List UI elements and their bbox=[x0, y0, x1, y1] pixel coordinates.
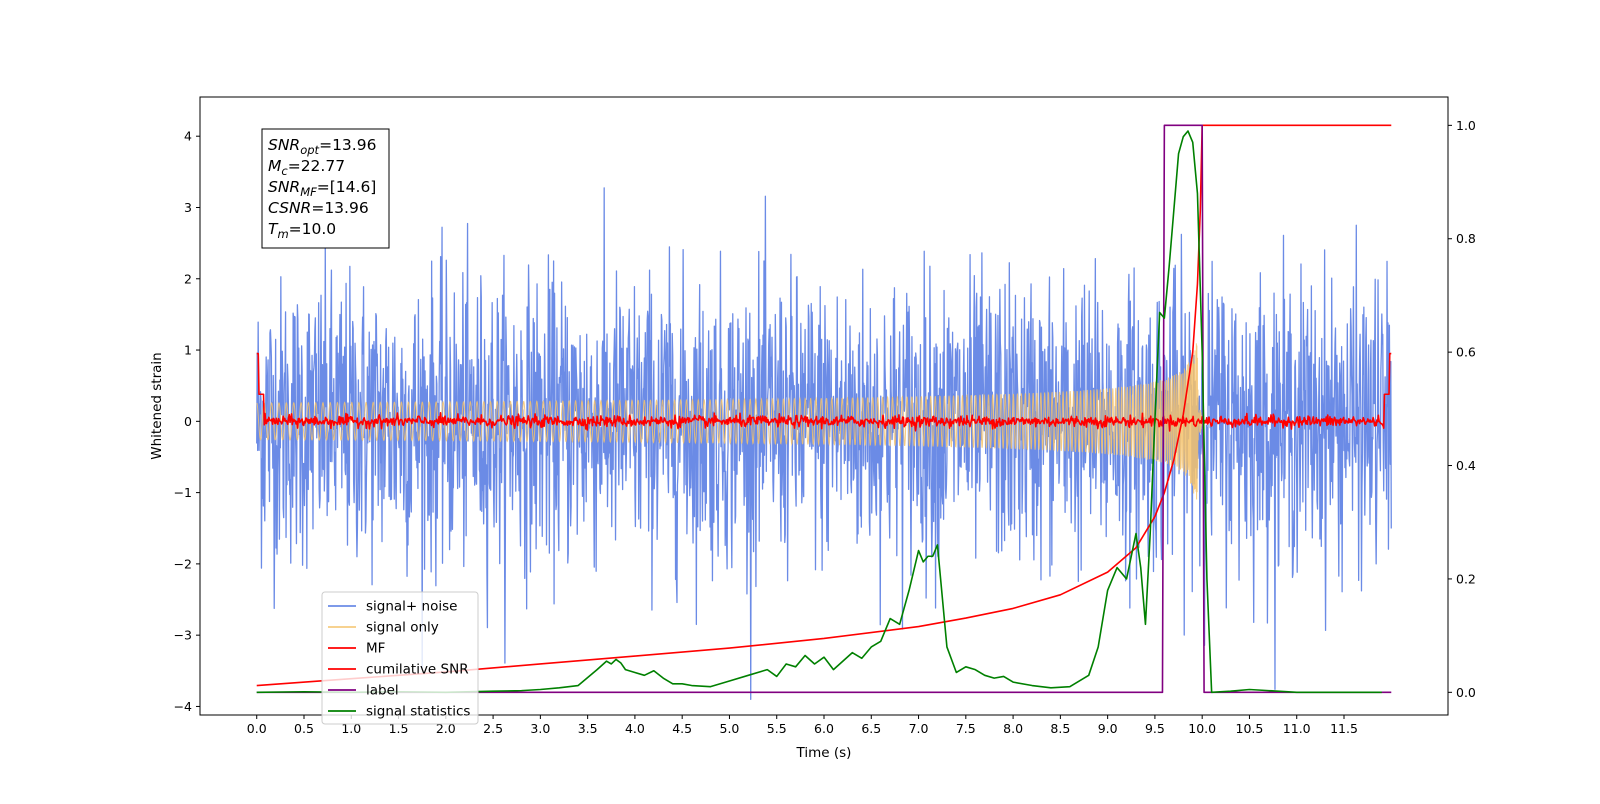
legend-label: MF bbox=[366, 641, 385, 657]
legend-item: signal only bbox=[328, 620, 439, 636]
x-tick-label: 8.0 bbox=[1003, 721, 1023, 736]
left-tick-label: 1 bbox=[184, 343, 192, 358]
x-tick-label: 6.5 bbox=[861, 721, 881, 736]
legend-label: signal+ noise bbox=[366, 599, 457, 615]
axes-layer: 0.0 0.5 1.0 1.5 2.0 2.5 3.0 3.5 4.0 4.5 5.0 5.5 6.0 6… bbox=[174, 118, 1476, 736]
annotation-tm: Tm=10.0 bbox=[268, 220, 336, 241]
legend-label: cumilative SNR bbox=[366, 662, 469, 678]
x-tick-label: 4.5 bbox=[672, 721, 692, 736]
x-tick-label: 2.5 bbox=[483, 721, 503, 736]
annotation-csnr: CSNR=13.96 bbox=[268, 199, 369, 217]
x-tick-label: 5.0 bbox=[720, 721, 740, 736]
legend-frame bbox=[321, 591, 479, 725]
legend-label: label bbox=[366, 683, 399, 699]
signal-only-line bbox=[256, 343, 1208, 500]
x-tick-label: 7.5 bbox=[956, 721, 976, 736]
legend-label: signal statistics bbox=[366, 704, 470, 720]
x-tick-label: 6.0 bbox=[814, 721, 834, 736]
x-tick-label: 5.5 bbox=[767, 721, 787, 736]
line bbox=[256, 124, 1392, 687]
x-tick-label: 4.0 bbox=[625, 721, 645, 736]
right-tick-label: 0.8 bbox=[1456, 231, 1476, 246]
series-label bbox=[256, 124, 1392, 694]
x-tick-label: 3.5 bbox=[578, 721, 598, 736]
x-tick-label: 0.5 bbox=[294, 721, 314, 736]
left-tick-label: 0 bbox=[184, 414, 192, 429]
series-cumilative-snr bbox=[256, 124, 1392, 687]
info-box-frame bbox=[261, 128, 390, 249]
x-tick-label: 10.5 bbox=[1236, 721, 1264, 736]
y-axis-label: Whitened strain bbox=[149, 352, 165, 459]
info-box: SNRopt=13.96Mc=22.77SNRMF=[14.6]CSNR=13.… bbox=[261, 128, 390, 249]
legend: signal+ noise signal only MF cumilative SNR… bbox=[321, 591, 479, 725]
left-tick-label: 3 bbox=[184, 200, 192, 215]
x-tick-label: 0.0 bbox=[247, 721, 267, 736]
left-tick-label: −4 bbox=[174, 699, 192, 714]
series-mf bbox=[256, 352, 1392, 432]
left-tick-label: −1 bbox=[174, 485, 192, 500]
left-tick-label: 4 bbox=[184, 129, 192, 144]
x-tick-label: 9.5 bbox=[1145, 721, 1165, 736]
annotation-snr_opt: SNRopt=13.96 bbox=[268, 136, 376, 157]
x-tick-label: 11.5 bbox=[1330, 721, 1358, 736]
legend-item: cumilative SNR bbox=[328, 662, 469, 678]
legend-item: signal+ noise bbox=[328, 599, 457, 615]
x-tick-label: 1.0 bbox=[341, 721, 361, 736]
line bbox=[256, 124, 1392, 694]
legend-label: signal only bbox=[366, 620, 439, 636]
left-tick-label: −2 bbox=[174, 556, 192, 571]
x-tick-label: 8.5 bbox=[1050, 721, 1070, 736]
right-tick-label: 0.4 bbox=[1456, 458, 1476, 473]
annotation-mc: Mc=22.77 bbox=[268, 157, 345, 178]
left-tick-label: −3 bbox=[174, 628, 192, 643]
x-tick-label: 1.5 bbox=[389, 721, 409, 736]
series-signal-statistics bbox=[256, 130, 1382, 694]
x-tick-label: 7.0 bbox=[909, 721, 929, 736]
x-tick-label: 2.0 bbox=[436, 721, 456, 736]
legend-item: label bbox=[328, 683, 399, 699]
x-tick-label: 11.0 bbox=[1283, 721, 1311, 736]
right-tick-label: 0.0 bbox=[1456, 685, 1476, 700]
line bbox=[256, 130, 1382, 694]
right-tick-label: 1.0 bbox=[1456, 118, 1476, 133]
right-tick-label: 0.6 bbox=[1456, 345, 1476, 360]
series-signal-only bbox=[256, 343, 1208, 500]
legend-item: signal statistics bbox=[328, 704, 470, 720]
left-tick-label: 2 bbox=[184, 271, 192, 286]
x-tick-label: 3.0 bbox=[530, 721, 550, 736]
x-tick-label: 9.0 bbox=[1098, 721, 1118, 736]
annotation-snr_mf: SNRMF=[14.6] bbox=[268, 178, 376, 199]
legend-item: MF bbox=[328, 641, 385, 657]
right-tick-label: 0.2 bbox=[1456, 571, 1476, 586]
x-axis-label: Time (s) bbox=[796, 745, 852, 761]
x-tick-label: 10.0 bbox=[1188, 721, 1216, 736]
series-layer bbox=[256, 124, 1392, 700]
mf-line bbox=[256, 352, 1392, 432]
